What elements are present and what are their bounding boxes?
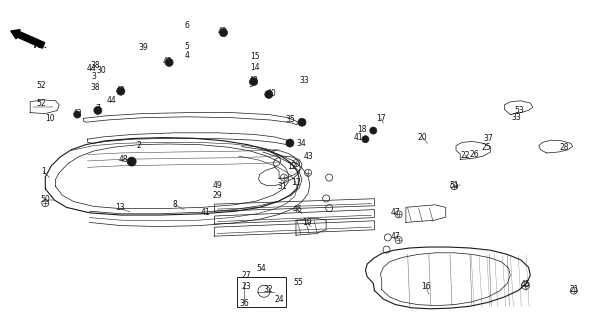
Text: 27: 27 xyxy=(242,271,251,280)
Circle shape xyxy=(249,77,258,85)
Text: 53: 53 xyxy=(515,106,524,115)
Circle shape xyxy=(370,127,377,134)
Text: 39: 39 xyxy=(139,44,149,52)
Circle shape xyxy=(286,139,294,147)
Text: 1: 1 xyxy=(41,167,46,176)
Text: 7: 7 xyxy=(95,104,100,113)
Text: 48: 48 xyxy=(249,76,259,85)
Text: 38: 38 xyxy=(91,61,100,70)
Text: 34: 34 xyxy=(297,139,306,148)
Text: 21: 21 xyxy=(569,285,579,294)
Text: 22: 22 xyxy=(460,151,470,160)
Text: 41: 41 xyxy=(201,208,210,217)
Text: 46: 46 xyxy=(292,205,302,214)
Text: 23: 23 xyxy=(242,282,251,291)
Text: 6: 6 xyxy=(185,21,190,30)
Text: 36: 36 xyxy=(240,300,249,308)
Circle shape xyxy=(265,90,273,98)
Circle shape xyxy=(219,28,228,36)
Text: 9: 9 xyxy=(248,80,253,89)
Text: 55: 55 xyxy=(294,278,303,287)
Text: 47: 47 xyxy=(391,208,400,217)
Text: 30: 30 xyxy=(97,66,106,75)
Bar xyxy=(237,277,286,307)
Text: 35: 35 xyxy=(286,116,295,124)
Text: 19: 19 xyxy=(302,218,312,227)
Text: 8: 8 xyxy=(173,200,178,209)
Circle shape xyxy=(298,118,306,126)
Text: 42: 42 xyxy=(72,109,82,118)
Text: 20: 20 xyxy=(418,133,428,142)
Text: 2: 2 xyxy=(137,141,141,150)
Text: 52: 52 xyxy=(36,99,46,108)
Text: 18: 18 xyxy=(358,125,367,134)
Text: 45: 45 xyxy=(521,280,530,289)
Text: 29: 29 xyxy=(213,191,222,200)
Text: 48: 48 xyxy=(119,155,129,164)
Text: 37: 37 xyxy=(483,134,493,143)
Text: 42: 42 xyxy=(116,86,126,95)
Text: 4: 4 xyxy=(185,52,190,60)
Text: FR.: FR. xyxy=(34,41,48,50)
Text: 15: 15 xyxy=(251,52,260,61)
Text: 43: 43 xyxy=(303,152,313,161)
Text: 32: 32 xyxy=(263,285,273,294)
Text: 33: 33 xyxy=(512,113,521,122)
Text: 10: 10 xyxy=(45,114,54,123)
Text: 3: 3 xyxy=(91,72,96,81)
Circle shape xyxy=(94,106,102,114)
Text: 24: 24 xyxy=(274,295,284,304)
Text: 38: 38 xyxy=(91,83,100,92)
Text: 16: 16 xyxy=(421,282,431,291)
Text: 13: 13 xyxy=(115,204,124,212)
Text: 51: 51 xyxy=(449,181,459,190)
Text: 44: 44 xyxy=(87,64,97,73)
Text: 14: 14 xyxy=(251,63,260,72)
Text: 17: 17 xyxy=(376,114,385,123)
Text: 50: 50 xyxy=(40,196,50,204)
Text: 44: 44 xyxy=(107,96,117,105)
Text: 52: 52 xyxy=(36,81,46,90)
Text: 42: 42 xyxy=(217,28,227,36)
Text: 49: 49 xyxy=(213,181,222,190)
Text: 41: 41 xyxy=(354,133,364,142)
Circle shape xyxy=(165,59,173,67)
Text: 47: 47 xyxy=(391,232,400,241)
Text: 26: 26 xyxy=(469,150,479,159)
FancyArrow shape xyxy=(11,30,45,48)
Text: 40: 40 xyxy=(267,89,277,98)
Text: 25: 25 xyxy=(481,143,491,152)
Text: 54: 54 xyxy=(256,264,266,273)
Circle shape xyxy=(74,111,81,118)
Circle shape xyxy=(362,136,369,143)
Text: 5: 5 xyxy=(185,42,190,51)
Circle shape xyxy=(127,157,136,166)
Text: 31: 31 xyxy=(278,182,288,191)
Text: 42: 42 xyxy=(163,57,173,66)
Circle shape xyxy=(117,87,125,95)
Text: 33: 33 xyxy=(299,76,309,85)
Text: 11: 11 xyxy=(291,178,301,187)
Text: 12: 12 xyxy=(287,162,297,171)
Text: 28: 28 xyxy=(560,143,570,152)
